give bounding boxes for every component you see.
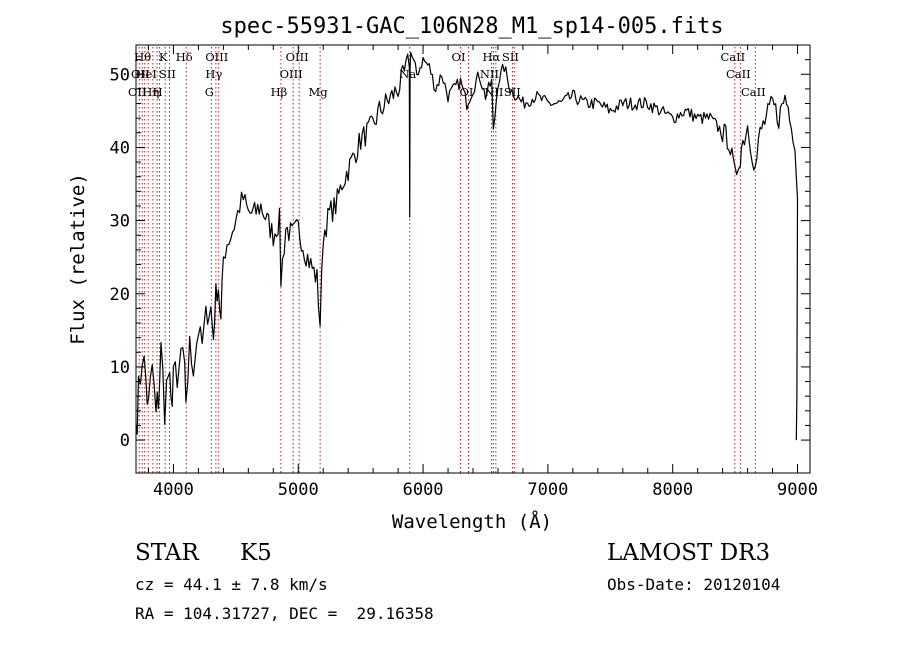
line-marker-label: OIII [205,50,228,64]
y-tick-label: 50 [110,65,130,85]
line-marker-label: Hδ [176,50,193,64]
y-tick-label: 40 [110,138,130,158]
line-marker-label: SII [502,50,519,64]
x-tick-label: 5000 [278,480,319,500]
object-subclass: K5 [240,540,272,566]
line-marker-label: NII [484,85,503,99]
x-tick-label: 8000 [652,480,693,500]
x-tick-label: 4000 [153,480,194,500]
line-marker-label: HeI [136,67,157,81]
x-tick-label: 7000 [527,480,568,500]
flux-series-line [135,51,799,441]
redshift-cz: cz = 44.1 ± 7.8 km/s [135,575,328,594]
line-marker-label: G [205,85,214,99]
line-marker-label: OIII [280,67,303,81]
y-tick-label: 20 [110,285,130,305]
line-marker-label: CaII [741,85,766,99]
y-axis-label: Flux (relative) [67,173,89,345]
line-marker-label: OI [452,50,466,64]
sky-coordinates: RA = 104.31727, DEC = 29.16358 [135,604,434,623]
x-axis-ticks: 4000 5000 6000 7000 8000 9000 [147,45,818,500]
line-marker-label: CaII [720,50,745,64]
line-marker-label: CaII [726,67,751,81]
line-marker-label: H [153,85,163,99]
chart-title: spec-55931-GAC_106N28_M1_sp14-005.fits [220,14,723,39]
line-marker-label: K [159,50,168,64]
line-marker-label: Hα [482,50,500,64]
line-marker-label: Na [399,67,416,81]
line-marker-label: Hβ [271,85,288,99]
line-marker-label: SII [159,67,176,81]
y-tick-label: 30 [110,212,130,232]
y-axis-ticks: 0 10 20 30 40 50 [110,44,810,451]
line-marker-label: Hη [142,85,159,99]
x-axis-label: Wavelength (Å) [392,510,552,533]
line-marker-label: Mg [309,85,329,99]
line-marker-label: OII [128,85,147,99]
line-marker-label: NII [480,67,499,81]
line-marker-label: Hθ [134,50,151,64]
x-tick-label: 6000 [403,480,444,500]
observation-date: Obs-Date: 20120104 [607,575,781,594]
line-marker-lines [138,47,756,473]
object-class: STAR [135,540,199,566]
plot-frame [135,44,811,474]
line-marker-label: OIII [286,50,309,64]
survey-name: LAMOST DR3 [607,540,771,566]
y-tick-label: 10 [110,358,130,378]
line-marker-label: Hγ [205,67,222,81]
y-tick-label: 0 [120,431,130,451]
x-tick-label: 9000 [777,480,818,500]
